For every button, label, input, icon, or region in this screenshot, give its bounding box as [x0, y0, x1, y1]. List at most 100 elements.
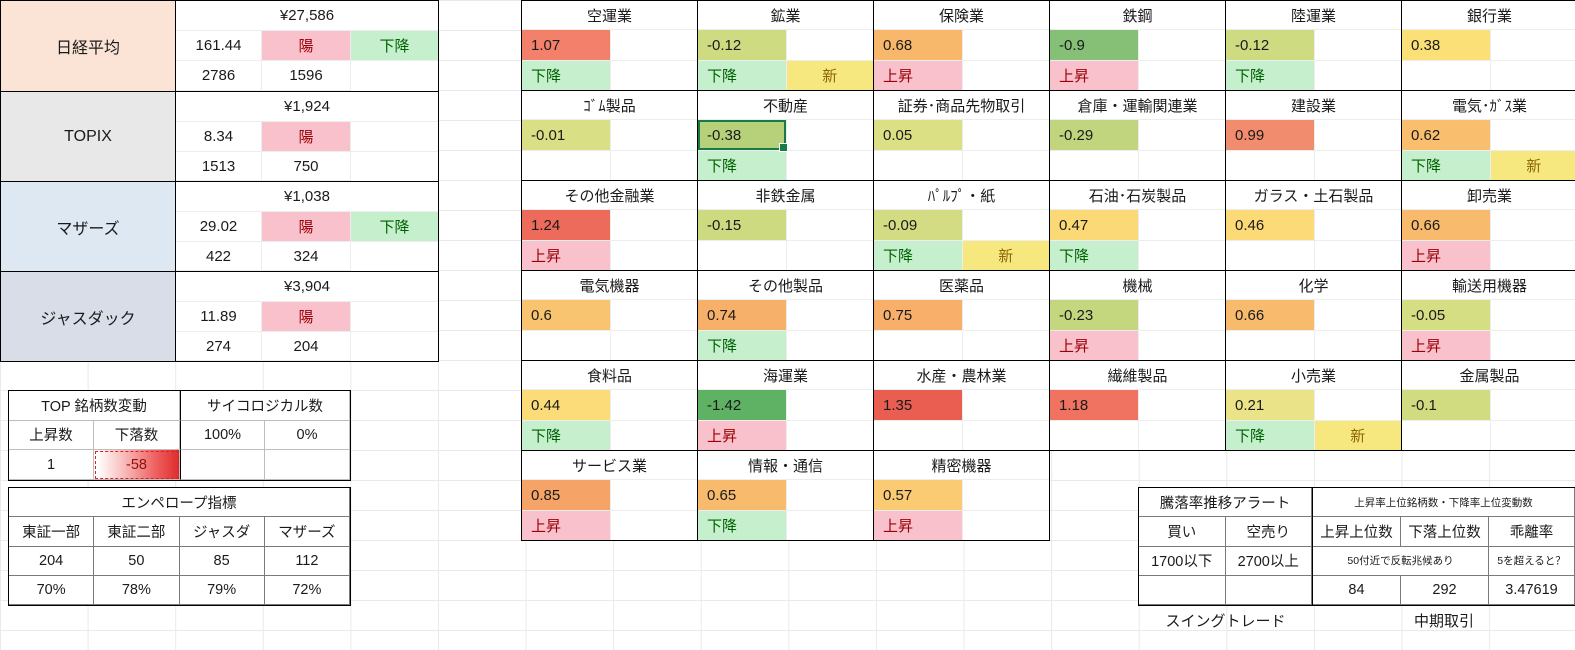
sector-new-cell[interactable]: [609, 60, 697, 90]
sector-trend-cell[interactable]: [1050, 420, 1138, 450]
envelope-count-tse1[interactable]: 204: [9, 546, 95, 576]
empty-cell[interactable]: [1313, 300, 1402, 330]
index-change[interactable]: 29.02: [176, 212, 262, 242]
sector-trend-cell[interactable]: [1402, 420, 1490, 450]
empty-cell[interactable]: [961, 30, 1050, 60]
empty-cell[interactable]: [1489, 300, 1575, 330]
deviation-value[interactable]: 3.47619: [1489, 575, 1575, 605]
sector-new-cell[interactable]: [609, 240, 697, 270]
sector-new-cell[interactable]: [785, 510, 873, 540]
sector-new-cell[interactable]: [1313, 330, 1401, 360]
empty-cell[interactable]: [609, 210, 698, 240]
empty-cell[interactable]: [1137, 390, 1226, 420]
sector-new-cell[interactable]: [785, 330, 873, 360]
sector-new-cell[interactable]: [1137, 240, 1225, 270]
sector-new-cell[interactable]: [785, 420, 873, 450]
sector-value-cell[interactable]: 0.68: [874, 30, 962, 60]
empty-cell[interactable]: [961, 390, 1050, 420]
sector-value-cell[interactable]: 1.35: [874, 390, 962, 420]
index-price[interactable]: ¥27,586: [176, 1, 438, 31]
sector-trend-cell[interactable]: [522, 330, 610, 360]
sector-new-cell[interactable]: [609, 330, 697, 360]
sector-value-cell[interactable]: 0.38: [1402, 30, 1490, 60]
sector-trend-cell[interactable]: 上昇: [698, 420, 786, 450]
index-change[interactable]: 11.89: [176, 302, 262, 332]
sector-new-cell[interactable]: [1489, 420, 1575, 450]
sector-value-cell[interactable]: -0.38: [698, 120, 787, 152]
sector-trend-cell[interactable]: 上昇: [1050, 330, 1138, 360]
sector-new-cell[interactable]: [609, 510, 697, 540]
buy-threshold[interactable]: 1700以下: [1139, 546, 1226, 576]
sector-new-cell[interactable]: 新: [961, 240, 1049, 270]
sector-new-cell[interactable]: 新: [785, 60, 873, 90]
index-candle-badge[interactable]: 陽: [262, 122, 351, 152]
sector-new-cell[interactable]: [785, 240, 873, 270]
index-name[interactable]: TOPIX: [1, 92, 176, 181]
empty-cell[interactable]: [609, 300, 698, 330]
envelope-count-mothers[interactable]: 112: [264, 546, 350, 576]
sector-new-cell[interactable]: [1313, 60, 1401, 90]
sector-trend-cell[interactable]: [1226, 240, 1314, 270]
sector-new-cell[interactable]: [1137, 330, 1225, 360]
sector-value-cell[interactable]: -0.12: [1226, 30, 1314, 60]
empty-cell[interactable]: [785, 120, 874, 150]
down-count-value[interactable]: -58: [94, 450, 180, 480]
sector-value-cell[interactable]: 0.62: [1402, 120, 1490, 150]
index-trend-badge[interactable]: 下降: [351, 212, 438, 242]
sector-value-cell[interactable]: 0.44: [522, 390, 610, 420]
index-candle-badge[interactable]: 陽: [262, 212, 351, 242]
empty-cell[interactable]: [1489, 120, 1575, 150]
empty-cell[interactable]: [1313, 390, 1402, 420]
sector-trend-cell[interactable]: 上昇: [874, 510, 962, 540]
index-decliners[interactable]: 750: [262, 152, 351, 181]
index-advancers[interactable]: 2786: [176, 61, 262, 91]
sector-value-cell[interactable]: 0.66: [1226, 300, 1314, 330]
sector-trend-cell[interactable]: 上昇: [1402, 240, 1490, 270]
sector-value-cell[interactable]: 0.05: [874, 120, 962, 150]
index-price[interactable]: ¥1,924: [176, 92, 438, 122]
envelope-count-tse2[interactable]: 50: [94, 546, 180, 576]
empty-cell[interactable]: [1313, 120, 1402, 150]
index-decliners[interactable]: 324: [262, 242, 351, 271]
sector-trend-cell[interactable]: 下降: [522, 420, 610, 450]
empty-cell[interactable]: [785, 30, 874, 60]
sector-value-cell[interactable]: 0.46: [1226, 210, 1314, 240]
sector-new-cell[interactable]: [1137, 420, 1225, 450]
sector-value-cell[interactable]: 0.65: [698, 480, 786, 510]
sector-new-cell[interactable]: [1313, 240, 1401, 270]
sector-value-cell[interactable]: 0.74: [698, 300, 786, 330]
empty-cell[interactable]: [785, 300, 874, 330]
sector-new-cell[interactable]: 新: [1489, 150, 1575, 180]
index-decliners[interactable]: 204: [262, 332, 351, 361]
sector-trend-cell[interactable]: [1226, 150, 1314, 180]
sector-value-cell[interactable]: -0.9: [1050, 30, 1138, 60]
sector-value-cell[interactable]: -0.01: [522, 120, 610, 150]
sector-new-cell[interactable]: [1489, 60, 1575, 90]
sector-trend-cell[interactable]: 下降: [1050, 240, 1138, 270]
sector-value-cell[interactable]: -0.1: [1402, 390, 1490, 420]
sector-trend-cell[interactable]: [874, 420, 962, 450]
sector-trend-cell[interactable]: 上昇: [874, 60, 962, 90]
sector-new-cell[interactable]: [1137, 60, 1225, 90]
down-rank-value[interactable]: 292: [1401, 575, 1489, 605]
empty-cell[interactable]: [609, 390, 698, 420]
psychological-value-1[interactable]: 100%: [180, 420, 265, 451]
sector-trend-cell[interactable]: 下降: [1402, 150, 1490, 180]
sector-trend-cell[interactable]: [698, 240, 786, 270]
envelope-count-jasdaq[interactable]: 85: [179, 546, 265, 576]
sector-new-cell[interactable]: [609, 150, 697, 180]
sector-value-cell[interactable]: -0.29: [1050, 120, 1138, 150]
sector-new-cell[interactable]: [1313, 150, 1401, 180]
sector-new-cell[interactable]: [961, 60, 1049, 90]
sector-new-cell[interactable]: [961, 150, 1049, 180]
sector-trend-cell[interactable]: [522, 150, 610, 180]
sector-trend-cell[interactable]: 下降: [522, 60, 610, 90]
empty-cell[interactable]: [1137, 300, 1226, 330]
empty-cell[interactable]: [961, 300, 1050, 330]
sector-trend-cell[interactable]: [874, 150, 962, 180]
up-rank-value[interactable]: 84: [1313, 575, 1401, 605]
sector-value-cell[interactable]: 1.24: [522, 210, 610, 240]
index-price[interactable]: ¥1,038: [176, 182, 438, 212]
sector-trend-cell[interactable]: 上昇: [1050, 60, 1138, 90]
sector-value-cell[interactable]: 0.75: [874, 300, 962, 330]
